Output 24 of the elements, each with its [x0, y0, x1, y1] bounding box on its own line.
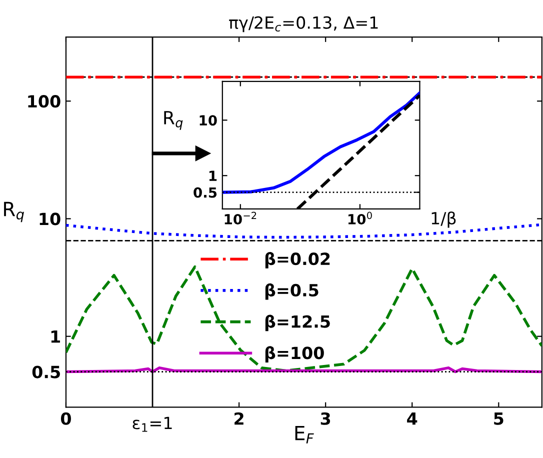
- y-tick-label: 100: [28, 95, 60, 108]
- y-tick-label: 10: [200, 115, 217, 126]
- x-tick-label: 0: [60, 412, 71, 425]
- y-tick-label: 0.5: [32, 366, 60, 378]
- x-tick-label: 3: [320, 412, 330, 425]
- x-axis-title: 1/β: [432, 212, 456, 228]
- y-axis-title: R$_{q}$: [164, 111, 183, 130]
- y-tick-label: 1: [209, 170, 217, 181]
- y-tick-label: 0.5: [194, 187, 217, 198]
- x-tick-label: 2: [234, 412, 244, 425]
- y-tick-label: 1: [51, 330, 60, 343]
- y-axis-title: R$_{q}$: [4, 202, 24, 222]
- chart-title: πγ/2E$_{c}$=0.13, Δ=1: [229, 16, 378, 32]
- x-tick-label: 10$^{−2}$: [224, 212, 256, 224]
- legend-label: β=0.02: [265, 252, 330, 268]
- y-tick-label: 10: [40, 212, 60, 226]
- x-axis-title: E$_{F}$: [295, 426, 314, 444]
- legend-label: β=0.5: [265, 283, 318, 300]
- x-tick-label: 10$^{0}$: [348, 212, 372, 224]
- legend-label: β=100: [265, 346, 324, 362]
- ref-line-label: ε$_{1}$=1: [132, 416, 172, 432]
- x-tick-label: 5: [494, 412, 504, 425]
- x-tick-label: 4: [407, 412, 418, 425]
- legend-label: β=12.5: [265, 314, 330, 332]
